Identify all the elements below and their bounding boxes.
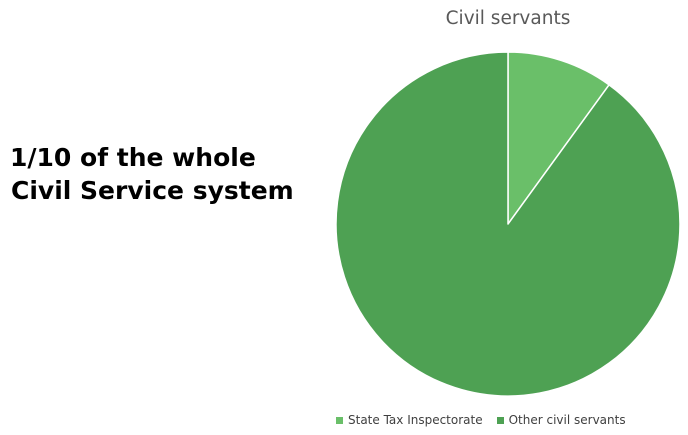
headline-line-1: 1/10 of the whole	[10, 143, 256, 172]
legend-label-other-civil-servants: Other civil servants	[508, 413, 626, 427]
chart-legend: State Tax Inspectorate Other civil serva…	[336, 413, 686, 427]
chart-title: Civil servants	[445, 8, 571, 29]
pie-slice-other-civil-servants	[335, 51, 681, 397]
legend-swatch-state-tax-inspectorate	[336, 416, 343, 424]
headline-text: 1/10 of the whole Civil Service system	[10, 141, 330, 207]
legend-item-other-civil-servants: Other civil servants	[496, 413, 626, 427]
legend-label-state-tax-inspectorate: State Tax Inspectorate	[348, 413, 483, 427]
legend-item-state-tax-inspectorate: State Tax Inspectorate	[336, 413, 483, 427]
pie-slice-state-tax-inspectorate	[507, 51, 610, 225]
headline-line-2: Civil Service system	[11, 176, 294, 205]
legend-swatch-other-civil-servants	[496, 416, 504, 424]
